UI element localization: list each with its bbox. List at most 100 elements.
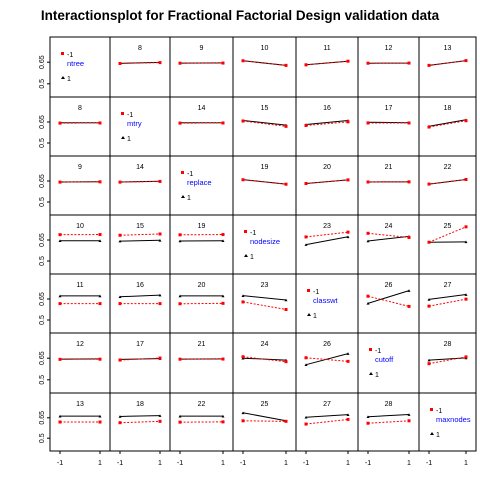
data-point-level-1 [98,414,102,418]
data-point-level-minus1 [158,61,162,65]
data-point-level-minus1 [284,63,288,67]
y-tick-label: 0.5 [39,315,46,325]
interaction-panel-23: 23 [304,223,350,246]
data-point-level-1 [304,363,308,366]
series-line-level-minus1 [242,420,287,422]
data-point-level-minus1 [407,304,411,308]
series-line-level-minus1 [367,420,410,424]
interaction-panel-21: 21 [366,164,411,184]
data-point-level-minus1 [407,419,411,423]
data-point-level-minus1 [221,357,225,361]
series-line-level-1 [305,414,349,418]
y-tick-label: 0.5 [39,138,46,148]
panel-label: 26 [385,282,393,289]
interaction-panel-17: 17 [118,341,162,362]
data-point-level-minus1 [178,302,182,306]
data-point-level-minus1 [241,355,245,359]
series-line-level-minus1 [119,180,161,183]
panel-label: 20 [323,164,331,171]
series-line-level-1 [428,119,467,127]
legend-label-plus1: 1 [313,313,317,320]
data-point-level-1 [427,298,431,301]
data-point-level-1 [58,239,62,242]
series-line-level-1 [367,290,410,304]
interaction-panel-25: 25 [241,401,288,423]
factor-label-classwt: classwt [313,296,339,305]
panel-label: 20 [198,282,206,289]
series-line-level-minus1 [119,233,161,236]
factor-label-mtry: mtry [127,119,142,128]
data-point-level-minus1 [58,420,62,424]
data-point-level-1 [427,358,431,362]
interaction-panel-20: 20 [178,282,225,306]
series-line-level-minus1 [305,418,349,425]
series-line-level-minus1 [428,120,467,128]
data-point-level-minus1 [366,294,370,298]
factor-label-maxnodes: maxnodes [436,415,471,424]
data-point-level-1 [407,289,411,292]
interaction-panel-20: 20 [304,164,350,186]
legend-label-plus1: 1 [187,195,191,202]
data-point-level-minus1 [284,360,288,364]
x-tick-label: -1 [57,460,63,467]
data-point-level-1 [464,293,468,296]
series-line-level-minus1 [428,178,467,185]
panel-frame [418,392,477,452]
interaction-panel-28: 28 [427,341,468,366]
interaction-panel-15: 15 [241,105,288,128]
series-line-level-minus1 [428,226,467,243]
data-point-level-minus1 [221,61,225,65]
data-point-level-1 [58,414,62,418]
data-point-level-minus1 [427,362,431,366]
series-line-level-minus1 [119,420,161,424]
data-point-level-minus1 [407,235,411,239]
data-point-level-minus1 [158,232,162,236]
y-tick-label: 0.5 [39,433,46,443]
data-point-level-minus1 [58,233,62,237]
data-point-level-minus1 [241,59,245,63]
series-line-level-1 [305,179,349,185]
y-tick-label: 0.5 [39,256,46,266]
x-tick-label: 1 [221,460,225,467]
data-point-level-1 [304,415,308,419]
legend-label-plus1: 1 [375,372,379,379]
interaction-panel-27: 27 [427,282,468,308]
series-line-level-1 [242,119,287,126]
data-point-level-minus1 [304,356,308,360]
series-line-level-1 [305,353,349,366]
data-point-level-minus1 [58,121,62,125]
panel-label: 21 [198,341,206,348]
data-point-level-minus1 [464,177,468,181]
interaction-panel-13: 13 [58,401,102,424]
series-line-level-minus1 [242,60,287,66]
data-point-level-minus1 [304,124,308,127]
x-tick-label: 1 [464,460,468,467]
data-point-level-minus1 [304,63,308,67]
data-point-level-1 [346,235,350,239]
panel-label: 22 [198,401,206,408]
legend-marker-plus1 [121,136,125,139]
data-point-level-minus1 [366,121,370,125]
chart-title: Interactionsplot for Fractional Factoria… [40,8,440,23]
interaction-panel-10: 10 [58,223,102,242]
interaction-panel-19: 19 [241,164,288,186]
data-point-level-minus1 [58,180,62,184]
panel-label: 12 [76,341,84,348]
data-point-level-minus1 [98,420,102,424]
legend-marker-plus1 [181,195,185,198]
data-point-level-minus1 [118,61,122,65]
data-point-level-minus1 [427,63,431,67]
interaction-panel-13: 13 [427,45,468,67]
series-line-level-minus1 [242,120,287,127]
data-point-level-minus1 [118,421,122,425]
legend-label-minus1: -1 [127,112,133,119]
panel-label: 14 [136,164,144,171]
data-point-level-minus1 [427,182,431,186]
data-point-level-1 [241,294,245,297]
legend-marker-plus1 [430,432,434,435]
data-point-level-minus1 [241,119,245,123]
series-line-level-1 [367,235,410,242]
panel-label: 12 [385,45,393,52]
interaction-panel-8: 8 [58,105,102,125]
data-point-level-minus1 [158,179,162,183]
